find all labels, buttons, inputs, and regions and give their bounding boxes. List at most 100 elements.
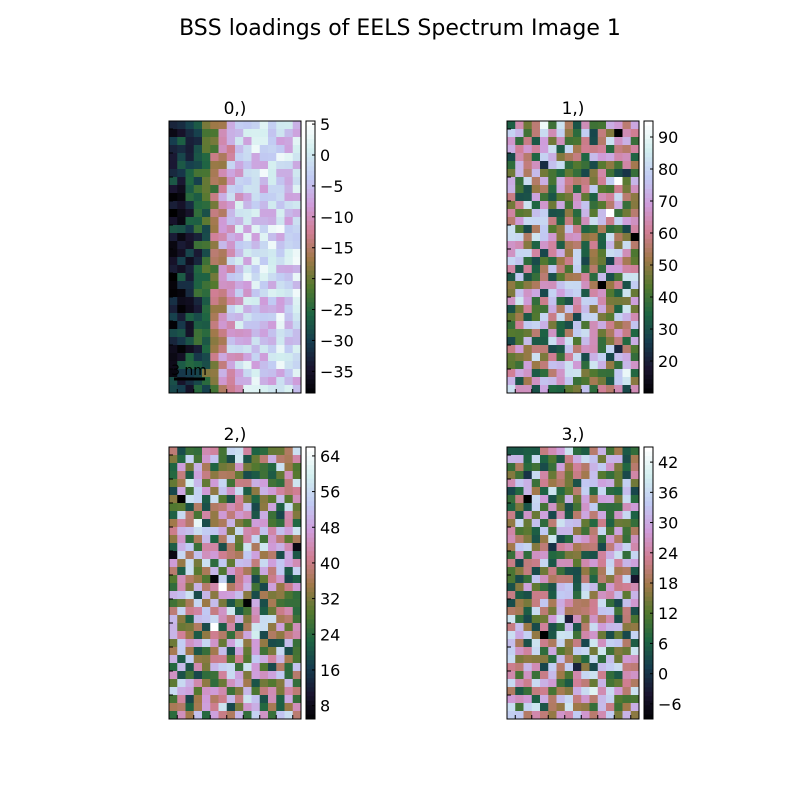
heatmap-cell [507, 353, 516, 362]
heatmap-cell [573, 377, 582, 386]
heatmap-cell [292, 241, 302, 250]
heatmap-cell [622, 345, 632, 354]
heatmap-cell [573, 353, 582, 362]
heatmap-cell [210, 679, 219, 688]
heatmap-cell [564, 201, 574, 210]
heatmap-cell [556, 321, 566, 330]
heatmap-cell [177, 711, 186, 720]
heatmap-cell [185, 377, 195, 386]
heatmap-cell [276, 615, 285, 624]
colorbar-segment [644, 148, 653, 154]
heatmap-cell [202, 591, 211, 600]
heatmap-cell [597, 663, 607, 672]
heatmap-cell [606, 329, 615, 338]
heatmap-cell [193, 273, 203, 282]
heatmap-cell [507, 583, 516, 592]
heatmap-cell [581, 671, 590, 680]
heatmap-cell [251, 631, 261, 640]
heatmap-cell [268, 543, 277, 552]
heatmap-cell [292, 623, 302, 632]
heatmap-cell [556, 487, 566, 496]
heatmap-cell [531, 695, 541, 704]
heatmap-cell [614, 121, 623, 130]
heatmap-cell [614, 129, 623, 138]
heatmap-cell [177, 487, 186, 496]
heatmap-cell [177, 241, 186, 250]
heatmap-cell [226, 297, 236, 306]
heatmap-cell [226, 519, 236, 528]
heatmap-cell [556, 511, 566, 520]
heatmap-cell [507, 607, 516, 616]
heatmap-cell [614, 639, 623, 648]
heatmap-cell [630, 257, 640, 266]
heatmap-cell [259, 353, 269, 362]
heatmap-cell [210, 289, 219, 298]
heatmap-cell [210, 209, 219, 218]
heatmap-cell [564, 463, 574, 472]
heatmap-cell [515, 129, 524, 138]
heatmap-cell [235, 663, 244, 672]
colorbar-segment [306, 651, 315, 657]
heatmap-cell [507, 463, 516, 472]
heatmap-cell [251, 615, 261, 624]
heatmap-cell [268, 679, 277, 688]
heatmap-cell [597, 599, 607, 608]
heatmap-cell [177, 201, 186, 210]
colorbar-segment [644, 483, 653, 489]
heatmap-cell [251, 599, 261, 608]
heatmap-cell [564, 249, 574, 258]
colorbar-segment [306, 519, 315, 525]
colorbar-segment [644, 261, 653, 267]
heatmap-cell [507, 503, 516, 512]
heatmap-cell [251, 265, 261, 274]
heatmap-cell [515, 193, 524, 202]
colorbar-segment [644, 247, 653, 253]
colorbar-segment [644, 225, 653, 231]
heatmap-cell [573, 631, 582, 640]
heatmap-cell [630, 201, 640, 210]
heatmap-cell [581, 599, 590, 608]
heatmap-cell [523, 607, 533, 616]
colorbar-segment [644, 569, 653, 575]
heatmap-cell [630, 329, 640, 338]
colorbar-segment [306, 578, 315, 584]
heatmap-cell [268, 495, 277, 504]
heatmap-cell [210, 479, 219, 488]
colorbar-segment [644, 252, 653, 258]
heatmap-cell [540, 249, 549, 258]
heatmap-cell [292, 233, 302, 242]
colorbar-segment [306, 614, 315, 620]
heatmap-cell [276, 511, 285, 520]
heatmap-cell [622, 583, 632, 592]
heatmap-cell [193, 623, 203, 632]
heatmap-cell [251, 591, 261, 600]
heatmap-cell [589, 679, 599, 688]
heatmap-cell [210, 345, 219, 354]
heatmap-cell [226, 337, 236, 346]
colorbar-segment [644, 207, 653, 213]
heatmap-cell [259, 241, 269, 250]
heatmap-cell [548, 129, 557, 138]
heatmap-cell [531, 153, 541, 162]
colorbar-tick-label: −5 [320, 177, 344, 196]
heatmap-cell [556, 679, 566, 688]
colorbar-segment [644, 388, 653, 394]
heatmap-cell [292, 495, 302, 504]
heatmap-cell [523, 543, 533, 552]
heatmap-cell [226, 225, 236, 234]
colorbar-segment [306, 524, 315, 530]
heatmap-cell [292, 209, 302, 218]
heatmap-cell [531, 361, 541, 370]
heatmap-cell [169, 337, 178, 346]
heatmap-cell [185, 615, 195, 624]
heatmap-cell [177, 345, 186, 354]
heatmap-cell [589, 377, 599, 386]
heatmap-cell [259, 329, 269, 338]
heatmap-cell [573, 273, 582, 282]
heatmap-cell [259, 567, 269, 576]
colorbar-segment [306, 157, 315, 163]
heatmap-cell [259, 479, 269, 488]
heatmap-cell [210, 575, 219, 584]
heatmap-cell [589, 297, 599, 306]
heatmap-cell [218, 479, 228, 488]
